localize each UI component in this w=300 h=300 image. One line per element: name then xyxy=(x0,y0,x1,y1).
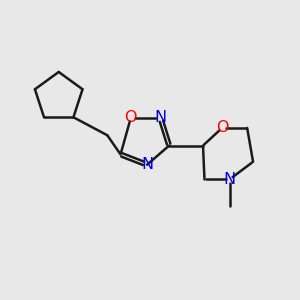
Text: O: O xyxy=(124,110,137,125)
Text: N: N xyxy=(154,110,167,125)
Text: O: O xyxy=(216,120,228,135)
Text: N: N xyxy=(224,172,236,187)
Text: N: N xyxy=(141,157,153,172)
